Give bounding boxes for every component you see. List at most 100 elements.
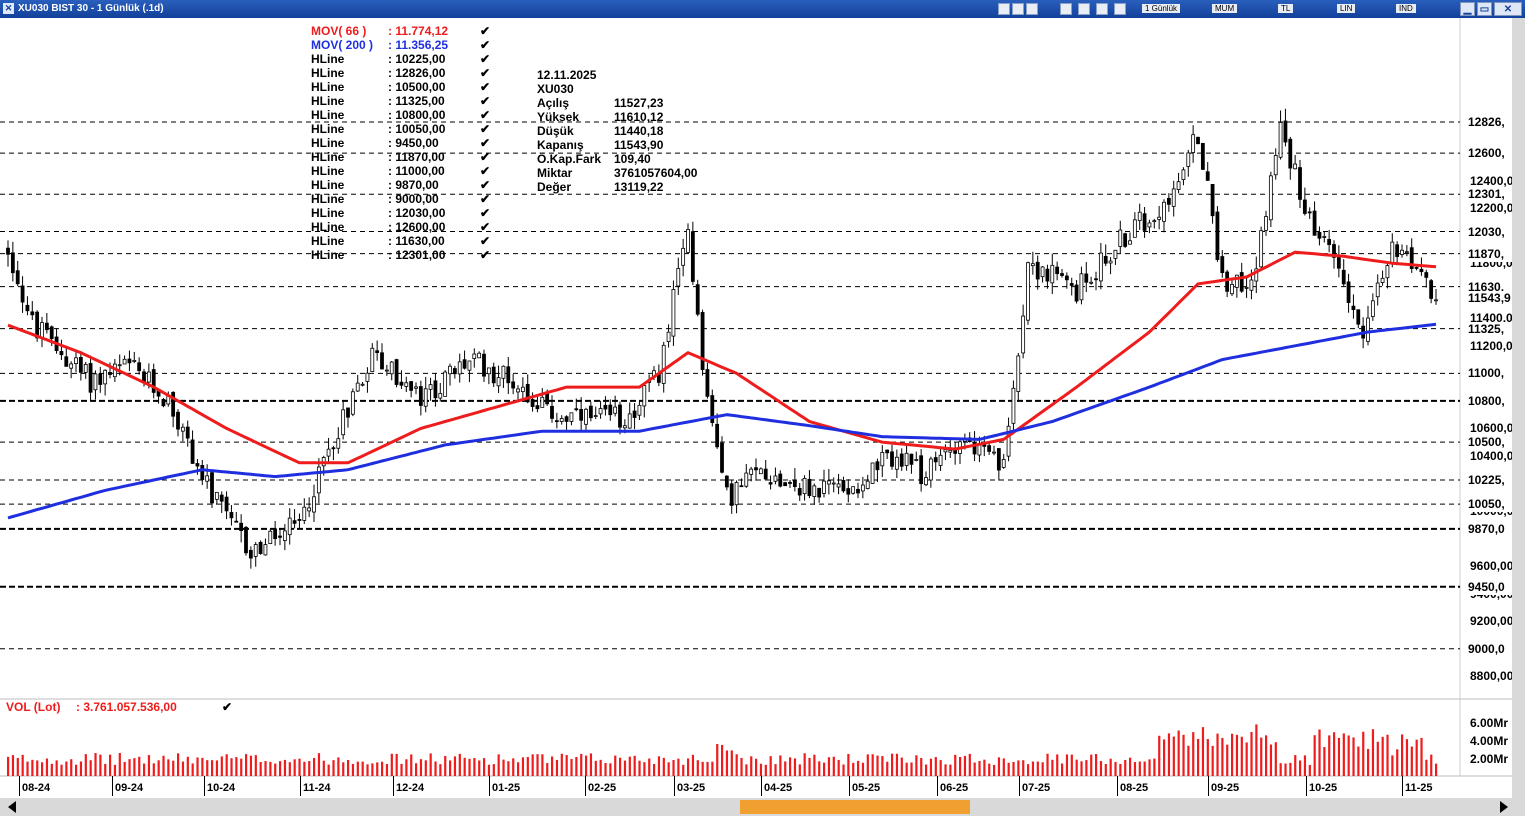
candle-body[interactable] [1064, 275, 1069, 281]
candle-body[interactable] [661, 344, 666, 384]
legend-check-icon[interactable]: ✔ [480, 192, 491, 206]
candle-body[interactable] [773, 475, 778, 482]
candle-body[interactable] [598, 408, 603, 415]
candle-body[interactable] [1254, 268, 1259, 282]
candle-body[interactable] [122, 358, 127, 365]
candle-body[interactable] [297, 519, 302, 521]
candle-body[interactable] [316, 466, 321, 494]
candle-body[interactable] [1293, 163, 1298, 170]
candle-body[interactable] [244, 526, 248, 554]
candle-body[interactable] [486, 367, 491, 375]
candle-body[interactable] [1162, 201, 1166, 222]
candle-body[interactable] [384, 369, 389, 372]
candle-body[interactable] [720, 442, 724, 473]
candle-body[interactable] [394, 359, 399, 385]
candle-body[interactable] [501, 365, 506, 379]
candle-body[interactable] [253, 544, 258, 557]
candle-body[interactable] [530, 399, 535, 407]
candle-body[interactable] [826, 480, 831, 485]
candle-body[interactable] [457, 361, 462, 375]
candle-body[interactable] [1385, 265, 1390, 279]
candle-body[interactable] [180, 426, 185, 432]
settings-tool-icon[interactable] [1114, 3, 1126, 15]
candle-body[interactable] [1011, 387, 1016, 424]
chart-type-selector[interactable]: MUM [1212, 4, 1238, 13]
legend-check-icon[interactable]: ✔ [480, 248, 491, 262]
candle-body[interactable] [671, 289, 676, 337]
candle-body[interactable] [593, 415, 598, 417]
candle-body[interactable] [559, 418, 564, 422]
horizontal-scrollbar[interactable] [0, 798, 1525, 816]
candle-body[interactable] [190, 439, 195, 464]
candle-body[interactable] [802, 478, 807, 495]
candle-body[interactable] [423, 388, 428, 407]
candle-body[interactable] [933, 457, 938, 463]
candle-body[interactable] [326, 448, 331, 457]
scroll-left-icon[interactable] [8, 801, 16, 813]
candle-body[interactable] [860, 484, 865, 492]
candle-body[interactable] [608, 404, 613, 416]
candle-body[interactable] [987, 445, 992, 452]
candle-body[interactable] [355, 382, 360, 392]
candle-body[interactable] [185, 426, 190, 439]
indicator-tool-icon[interactable] [1026, 3, 1038, 15]
candle-body[interactable] [341, 409, 346, 436]
candle-body[interactable] [783, 482, 788, 487]
candle-body[interactable] [380, 352, 384, 370]
candle-body[interactable] [763, 468, 768, 480]
candle-body[interactable] [700, 312, 705, 371]
candle-body[interactable] [758, 468, 763, 475]
candle-body[interactable] [1332, 244, 1336, 258]
candle-body[interactable] [1346, 281, 1351, 303]
candle-body[interactable] [1060, 273, 1064, 276]
candle-body[interactable] [613, 406, 618, 414]
candle-body[interactable] [161, 399, 166, 407]
candle-body[interactable] [1021, 315, 1026, 354]
legend-check-icon[interactable]: ✔ [480, 178, 491, 192]
candle-body[interactable] [389, 361, 394, 375]
candle-body[interactable] [666, 331, 671, 343]
candle-body[interactable] [268, 530, 273, 544]
candle-body[interactable] [1098, 252, 1103, 282]
candle-body[interactable] [506, 366, 511, 384]
candle-body[interactable] [1006, 425, 1011, 457]
candle-body[interactable] [137, 362, 142, 372]
candle-body[interactable] [1079, 273, 1084, 301]
candle-body[interactable] [574, 408, 579, 411]
candle-body[interactable] [1074, 284, 1079, 302]
legend-check-icon[interactable]: ✔ [480, 24, 491, 38]
candle-body[interactable] [1370, 300, 1375, 317]
candle-body[interactable] [569, 412, 574, 422]
candle-body[interactable] [409, 381, 414, 391]
candle-body[interactable] [588, 405, 593, 419]
candle-body[interactable] [6, 247, 10, 255]
candle-body[interactable] [1375, 282, 1380, 298]
candle-body[interactable] [1186, 152, 1191, 167]
candle-body[interactable] [496, 377, 501, 387]
candle-body[interactable] [448, 365, 452, 375]
candle-body[interactable] [98, 373, 103, 385]
candle-body[interactable] [1264, 216, 1268, 231]
candle-body[interactable] [540, 396, 545, 408]
candle-body[interactable] [25, 304, 30, 312]
candle-body[interactable] [248, 549, 253, 559]
candle-body[interactable] [433, 380, 438, 399]
candle-body[interactable] [1429, 280, 1434, 299]
candle-body[interactable] [1239, 272, 1244, 292]
candle-body[interactable] [919, 455, 924, 485]
price-chart[interactable] [0, 18, 1512, 798]
candle-body[interactable] [1249, 279, 1254, 291]
candle-body[interactable] [278, 535, 282, 538]
candle-body[interactable] [312, 496, 316, 513]
candle-body[interactable] [1132, 219, 1137, 238]
candle-body[interactable] [1259, 230, 1264, 268]
candle-body[interactable] [754, 467, 758, 471]
candle-body[interactable] [74, 357, 78, 364]
candle-body[interactable] [511, 381, 516, 389]
candle-body[interactable] [724, 475, 729, 488]
candle-body[interactable] [642, 385, 647, 407]
candle-body[interactable] [1084, 273, 1089, 283]
candle-body[interactable] [1166, 197, 1171, 205]
candle-body[interactable] [117, 364, 122, 367]
candle-body[interactable] [1298, 167, 1302, 200]
